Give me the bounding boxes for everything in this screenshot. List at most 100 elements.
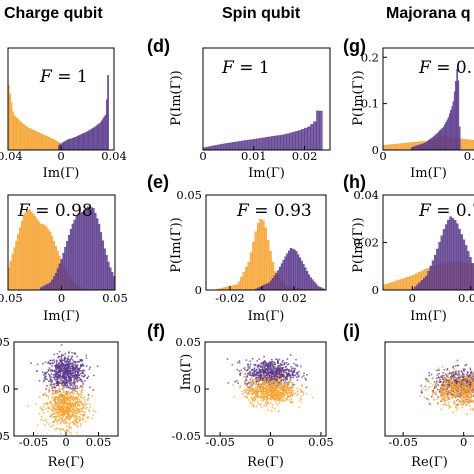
scatter-point-purple xyxy=(240,369,243,372)
scatter-point-orange xyxy=(251,380,253,383)
scatter-point-orange xyxy=(84,398,87,401)
hist-bar-purple xyxy=(307,274,310,290)
scatter-point-orange xyxy=(65,418,68,421)
scatter-point-orange xyxy=(69,421,72,424)
scatter-point-purple xyxy=(289,369,292,372)
scatter-point-purple xyxy=(92,374,95,377)
scatter-point-orange xyxy=(462,393,465,396)
scatter-point-orange xyxy=(466,382,469,385)
scatter-point-purple xyxy=(249,360,252,363)
scatter-point-purple xyxy=(262,361,265,364)
scatter-point-orange xyxy=(272,383,275,385)
panel-spin-d: 0 0.01 0.02 Im(Γ) F = 1 xyxy=(199,47,331,181)
hist-bar-orange xyxy=(20,220,24,290)
scatter-point-orange xyxy=(445,404,448,406)
scatter-point-orange xyxy=(246,389,249,391)
scatter-point-purple xyxy=(80,360,82,362)
hist-bar-purple xyxy=(284,256,287,290)
scatter-point-orange xyxy=(69,391,72,394)
scatter-point-purple xyxy=(441,374,444,377)
scatter-point-orange xyxy=(428,386,430,389)
scatter-point-orange xyxy=(438,380,441,383)
hist-bar-purple xyxy=(226,142,231,150)
scatter-point-purple xyxy=(274,363,276,366)
scatter-point-orange xyxy=(463,397,465,400)
scatter-point-purple xyxy=(88,386,91,389)
hist-bar-purple xyxy=(62,252,65,290)
scatter-point-purple xyxy=(465,363,468,366)
scatter-point-orange xyxy=(468,405,471,408)
scatter-point-orange xyxy=(452,380,455,383)
scatter-point-orange xyxy=(289,395,292,398)
scatter-point-purple xyxy=(285,361,288,364)
scatter-point-orange xyxy=(276,403,279,406)
plot-area xyxy=(27,344,99,436)
scatter-point-orange xyxy=(457,378,460,381)
scatter-point-orange xyxy=(248,390,251,393)
scatter-point-orange xyxy=(76,421,79,424)
hist-bar-purple xyxy=(51,279,54,290)
hist-bar-orange xyxy=(21,123,24,150)
scatter-point-purple xyxy=(71,374,74,376)
scatter-point-purple xyxy=(265,367,268,370)
scatter-point-orange xyxy=(446,396,449,398)
scatter-point-purple xyxy=(456,359,459,362)
scatter-point-orange xyxy=(67,407,70,410)
scatter-point-orange xyxy=(254,385,257,388)
scatter-point-orange xyxy=(51,413,54,416)
scatter-point-purple xyxy=(273,373,276,376)
scatter-point-purple xyxy=(57,383,60,386)
scatter-point-orange xyxy=(452,395,455,397)
hist-bar-orange xyxy=(28,128,31,150)
scatter-point-orange xyxy=(444,397,446,399)
hist-bar-purple xyxy=(464,245,468,290)
scatter-point-orange xyxy=(83,413,85,416)
hist-bar-purple xyxy=(455,223,459,290)
x-axis-label: Im(Γ) xyxy=(410,166,447,181)
hist-bar-purple xyxy=(427,271,431,290)
scatter-point-orange xyxy=(76,431,79,434)
scatter-point-purple xyxy=(227,382,230,384)
scatter-point-orange xyxy=(468,389,471,391)
scatter-point-purple xyxy=(62,376,65,379)
scatter-point-purple xyxy=(303,372,305,375)
scatter-point-orange xyxy=(286,393,289,396)
x-tick-label: 0.02 xyxy=(292,149,318,163)
scatter-point-purple xyxy=(459,392,462,394)
scatter-point-orange xyxy=(73,406,75,409)
scatter-point-orange xyxy=(62,410,64,413)
hist-bar-orange xyxy=(388,144,392,150)
scatter-point-orange xyxy=(261,387,264,389)
plot-area xyxy=(383,216,474,290)
hist-bar-purple xyxy=(268,136,272,150)
scatter-point-orange xyxy=(51,421,54,424)
scatter-point-orange xyxy=(465,396,468,399)
hist-bar-purple xyxy=(315,283,318,290)
scatter-point-orange xyxy=(61,385,63,387)
scatter-point-orange xyxy=(52,390,55,393)
hist-bar-purple xyxy=(109,267,112,290)
hist-bar-orange xyxy=(11,254,14,290)
scatter-point-purple xyxy=(51,359,54,362)
scatter-point-purple xyxy=(254,374,257,377)
scatter-point-purple xyxy=(48,374,51,377)
scatter-point-orange xyxy=(54,397,56,400)
scatter-point-orange xyxy=(287,395,289,398)
scatter-point-orange xyxy=(58,385,60,388)
scatter-point-orange xyxy=(73,412,76,414)
scatter-point-orange xyxy=(297,392,300,395)
scatter-point-orange xyxy=(257,395,260,398)
scatter-point-purple xyxy=(271,369,274,372)
scatter-point-purple xyxy=(289,379,292,381)
hist-bar-orange xyxy=(34,216,37,290)
plot-area xyxy=(8,75,109,150)
scatter-point-purple xyxy=(296,373,299,376)
scatter-point-orange xyxy=(78,403,81,406)
scatter-point-purple xyxy=(305,386,308,389)
scatter-point-purple xyxy=(284,368,287,371)
scatter-point-purple xyxy=(84,380,86,382)
hist-bar-purple xyxy=(282,259,285,290)
scatter-point-purple xyxy=(44,361,47,364)
scatter-point-orange xyxy=(246,392,249,395)
hist-bar-purple xyxy=(306,270,309,290)
